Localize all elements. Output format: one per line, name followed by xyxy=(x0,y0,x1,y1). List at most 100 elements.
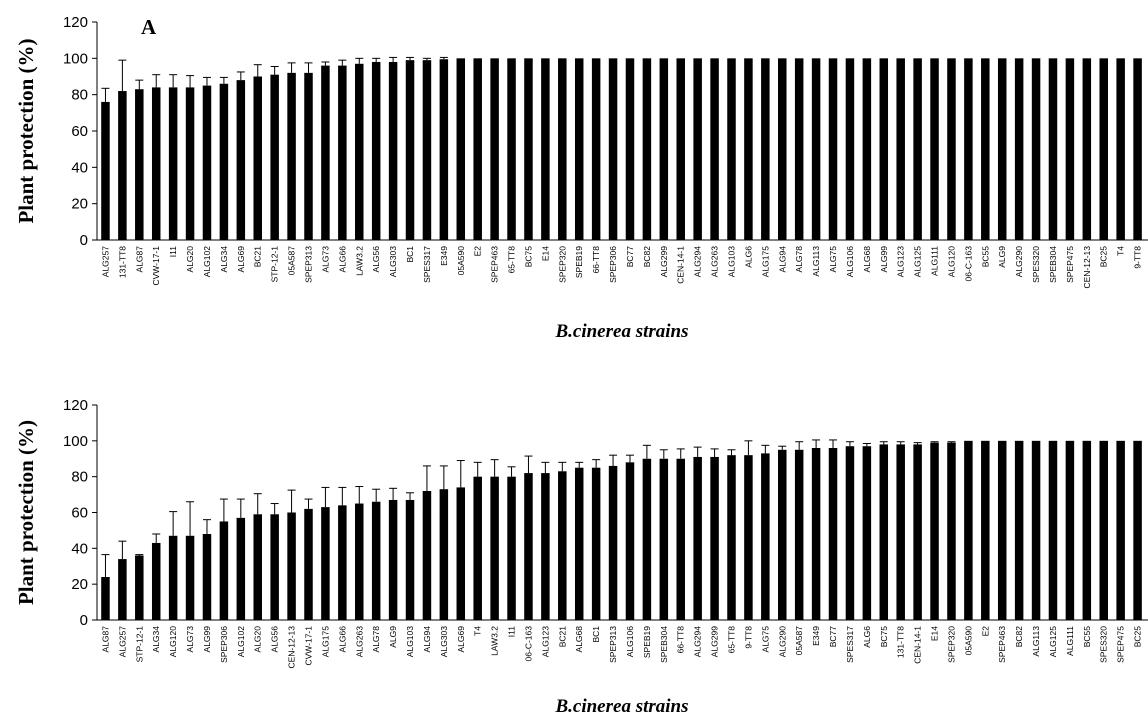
error-bar xyxy=(727,449,736,462)
bar xyxy=(964,440,973,620)
bar xyxy=(1133,440,1142,620)
x-tick-label: I11 xyxy=(168,246,178,257)
bar xyxy=(202,85,212,240)
y-tick-label: 120 xyxy=(63,397,88,414)
bar xyxy=(253,514,262,620)
bar xyxy=(997,58,1007,241)
x-tick-label: SPES317 xyxy=(845,626,855,663)
bar xyxy=(118,559,127,620)
x-tick-label: BC25 xyxy=(1099,246,1109,268)
panel-label: A xyxy=(141,15,157,39)
y-tick-label: 120 xyxy=(63,14,88,31)
x-tick-label: SPEP306 xyxy=(608,246,618,283)
bar xyxy=(118,91,127,241)
bar xyxy=(304,508,313,620)
x-tick-label: ALG66 xyxy=(337,246,347,273)
bar xyxy=(947,442,956,620)
x-tick-label: 131-TT8 xyxy=(117,246,127,278)
y-axis-title: Plant protection (%) xyxy=(14,420,38,605)
bar xyxy=(659,458,669,620)
bar xyxy=(236,517,246,620)
x-tick-label: ALG263 xyxy=(710,246,720,277)
y-tick-label: 40 xyxy=(71,159,88,176)
x-tick-label: ALG87 xyxy=(134,246,144,273)
bar xyxy=(693,58,702,241)
bar xyxy=(845,58,855,241)
bar xyxy=(558,58,567,241)
x-tick-label: 131-TT8 xyxy=(896,626,906,658)
bar xyxy=(338,65,347,240)
x-tick-label: ALG73 xyxy=(185,626,195,653)
error-bar xyxy=(219,76,228,91)
error-bar xyxy=(118,59,127,123)
bar xyxy=(287,72,296,240)
bar xyxy=(913,444,922,620)
bar xyxy=(253,76,262,240)
bar xyxy=(1065,58,1075,241)
error-bar xyxy=(304,62,313,84)
bar xyxy=(794,58,804,241)
error-bar xyxy=(541,461,550,485)
x-tick-label: ALG290 xyxy=(777,626,787,657)
bar xyxy=(659,58,669,241)
error-bar xyxy=(609,454,618,478)
bar xyxy=(727,58,736,241)
bar xyxy=(287,512,296,620)
x-tick-label: SPEB304 xyxy=(1048,246,1058,283)
x-tick-label: SPEP313 xyxy=(608,626,618,663)
x-tick-label: ALG34 xyxy=(219,246,229,273)
x-tick-label: E2 xyxy=(980,626,990,637)
bar xyxy=(270,74,279,240)
error-bar xyxy=(101,87,110,117)
x-tick-label: BC82 xyxy=(642,246,652,268)
bar xyxy=(135,555,144,620)
bar xyxy=(1048,58,1058,241)
x-tick-label: ALG175 xyxy=(320,626,330,657)
bar xyxy=(879,444,889,620)
x-tick-label: LAW3.2 xyxy=(490,626,500,656)
error-bar xyxy=(422,465,431,517)
x-tick-label: 06-C-163 xyxy=(963,246,973,282)
error-bar xyxy=(744,440,753,470)
x-tick-label: SPEB19 xyxy=(574,246,584,278)
error-bar xyxy=(812,439,821,457)
chart-panel-a: 0 20 40 60 80 100 120 ALG257 131-TT8 ALG87 CVW-17-… xyxy=(14,14,1148,342)
x-tick-label: SPEP463 xyxy=(997,626,1007,663)
bar xyxy=(1099,440,1108,620)
x-tick-label: ALG303 xyxy=(439,626,449,657)
x-tick-label: SPEP475 xyxy=(1065,246,1075,283)
bar xyxy=(693,456,702,620)
bar xyxy=(304,72,313,240)
bar xyxy=(710,456,719,620)
bar xyxy=(405,499,415,620)
x-tick-label: ALG20 xyxy=(253,626,263,653)
bar xyxy=(879,58,889,241)
error-bar xyxy=(253,64,262,89)
x-tick-label: BC21 xyxy=(557,626,567,648)
bar xyxy=(1082,440,1092,620)
x-tick-label: ALG68 xyxy=(574,626,584,653)
error-bar xyxy=(524,455,533,491)
x-tick-label: ALG299 xyxy=(710,626,720,657)
error-bar xyxy=(355,486,364,522)
bar xyxy=(710,58,719,241)
error-bar xyxy=(321,486,330,528)
bar xyxy=(270,514,279,620)
x-tick-label: BC82 xyxy=(1014,626,1024,648)
bar xyxy=(947,58,956,241)
error-bar xyxy=(693,446,702,468)
bar xyxy=(642,458,652,620)
error-bar xyxy=(473,461,482,492)
x-tick-label: CVW-17-1 xyxy=(304,626,314,666)
bar xyxy=(744,58,753,241)
x-tick-label: ALG111 xyxy=(930,246,940,276)
bar xyxy=(1099,58,1108,241)
chart-panel-b: 0 20 40 60 80 100 120 ALG87 ALG257 STP-12-1 ALG34 A… xyxy=(14,397,1148,717)
x-tick-label: ALG263 xyxy=(354,626,364,657)
bar xyxy=(388,61,398,240)
x-tick-label: 9-TT8 xyxy=(1133,246,1143,269)
bar xyxy=(1048,440,1058,620)
x-tick-label: E349 xyxy=(811,626,821,646)
error-bar xyxy=(253,493,262,536)
x-tick-label: ALG113 xyxy=(811,246,821,277)
